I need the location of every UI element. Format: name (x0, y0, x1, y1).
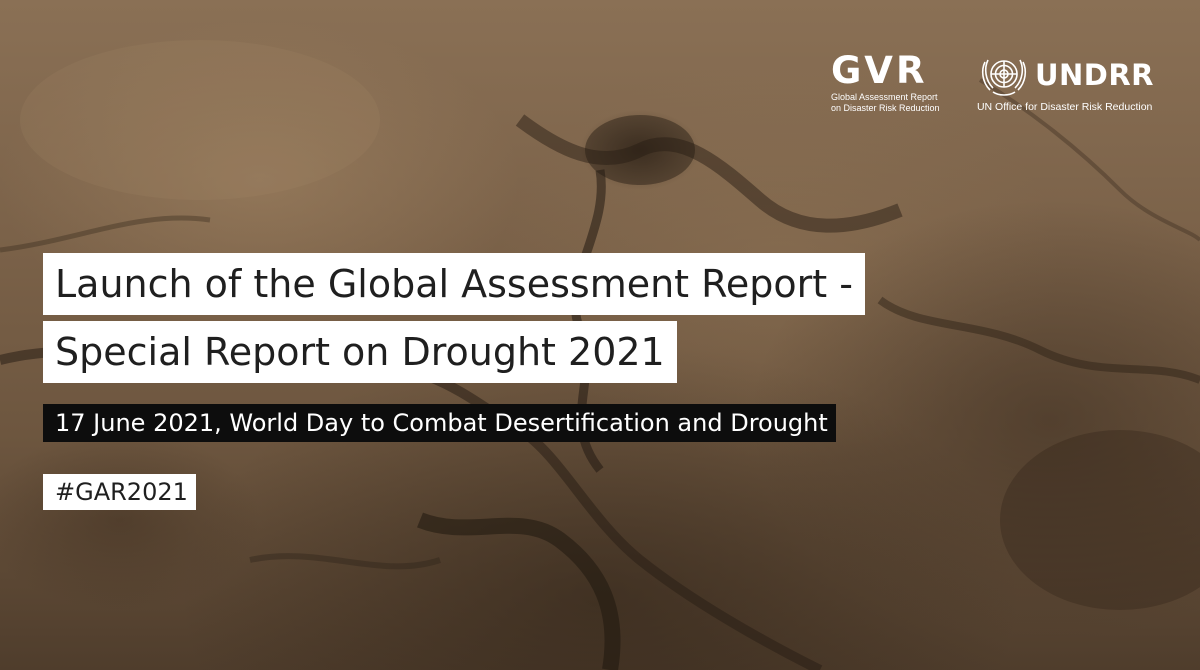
un-emblem-icon (981, 59, 1027, 96)
hashtag-label: #GAR2021 (43, 474, 196, 510)
title-block: Launch of the Global Assessment Report -… (43, 253, 865, 383)
undrr-subtitle: UN Office for Disaster Risk Reduction (976, 101, 1153, 113)
title-line-1: Launch of the Global Assessment Report - (43, 253, 865, 315)
undrr-logo: UNDRR UN Office for Disaster Risk Reduct… (977, 52, 1154, 113)
logo-group: GVR Global Assessment Report on Disaster… (831, 52, 1154, 114)
undrr-logo-top: UNDRR (977, 52, 1154, 98)
title-line-2: Special Report on Drought 2021 (43, 321, 677, 383)
gar-subtitle-line2: on Disaster Risk Reduction (830, 103, 940, 113)
gar-wordmark: GVR (830, 49, 928, 92)
undrr-wordmark: UNDRR (1034, 58, 1154, 92)
event-date-subtitle: 17 June 2021, World Day to Combat Desert… (43, 404, 836, 442)
gar-logo: GVR Global Assessment Report on Disaster… (831, 52, 949, 114)
gar-subtitle-line1: Global Assessment Report (830, 92, 938, 102)
gar-subtitle: Global Assessment Report on Disaster Ris… (831, 92, 949, 114)
